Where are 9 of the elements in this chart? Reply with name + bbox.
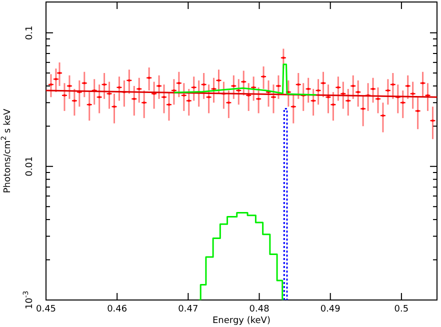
x-tick-label: 0.46 <box>107 304 128 314</box>
x-tick-label: 0.5 <box>394 304 409 314</box>
x-tick-label: 0.48 <box>249 304 270 314</box>
y-tick-label: 0.1 <box>25 26 35 40</box>
x-tick-label: 0.49 <box>320 304 341 314</box>
x-tick-label: 0.45 <box>36 304 56 314</box>
y-tick-label: 0.01 <box>25 156 35 176</box>
x-axis-title: Energy (keV) <box>212 316 270 326</box>
x-tick-label: 0.47 <box>178 304 198 314</box>
